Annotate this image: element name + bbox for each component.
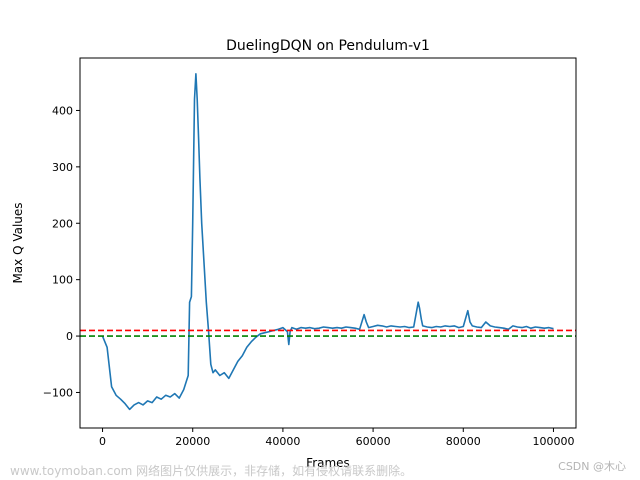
y-tick-label: 0 <box>66 330 73 343</box>
chart-title: DuelingDQN on Pendulum-v1 <box>226 38 430 54</box>
plot-layer <box>80 73 576 411</box>
y-tick-label: 400 <box>52 104 73 117</box>
series-line-0 <box>101 73 554 411</box>
y-tick-label: 300 <box>52 161 73 174</box>
x-tick-label: 100000 <box>532 435 574 448</box>
y-axis-label: Max Q Values <box>11 202 25 283</box>
x-tick-label: 80000 <box>446 435 481 448</box>
x-tick-label: 20000 <box>175 435 210 448</box>
watermark-left: www.toymoban.com 网络图片仅供展示，非存储，如有侵权请联系删除。 <box>10 464 413 478</box>
x-tick-label: 40000 <box>265 435 300 448</box>
x-tick-label: 60000 <box>356 435 391 448</box>
plot-frame <box>79 57 577 429</box>
y-tick-label: 100 <box>52 274 73 287</box>
y-axis-ticks: −100 0 100 200 300 400 <box>43 104 80 399</box>
x-axis-label: Frames <box>306 456 350 470</box>
y-tick-label: −100 <box>43 386 73 399</box>
x-tick-label: 0 <box>99 435 106 448</box>
watermark-right: CSDN @木心 <box>558 460 626 473</box>
x-axis-ticks: 0 20000 40000 60000 80000 100000 <box>99 428 574 448</box>
y-tick-label: 200 <box>52 217 73 230</box>
